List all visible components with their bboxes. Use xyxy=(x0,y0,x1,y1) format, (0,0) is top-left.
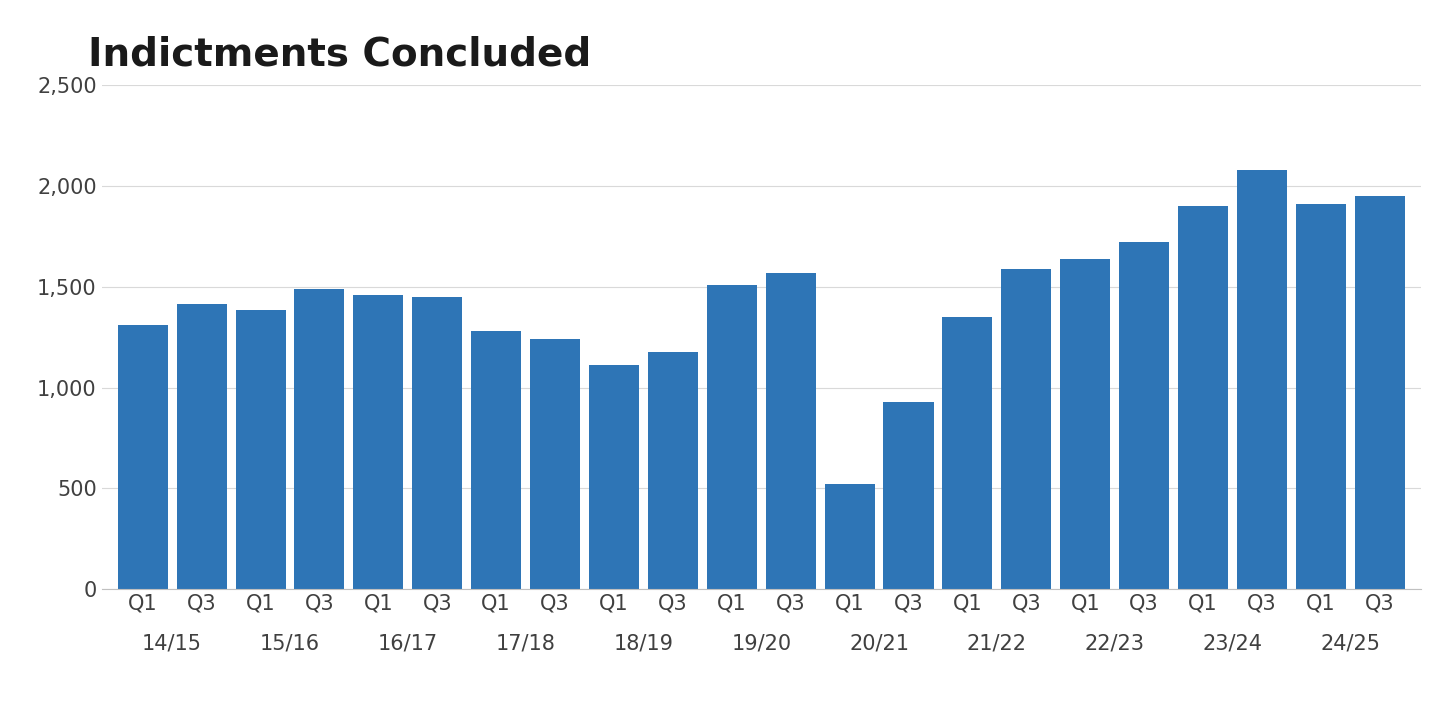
Text: 20/21: 20/21 xyxy=(850,634,909,654)
Bar xyxy=(117,325,168,589)
Text: 14/15: 14/15 xyxy=(142,634,202,654)
Text: 17/18: 17/18 xyxy=(496,634,555,654)
Bar xyxy=(1119,243,1169,589)
Bar xyxy=(1237,170,1288,589)
Bar xyxy=(648,352,697,589)
Text: 19/20: 19/20 xyxy=(731,634,792,654)
Bar xyxy=(942,317,992,589)
Text: 23/24: 23/24 xyxy=(1202,634,1263,654)
Bar xyxy=(531,339,580,589)
Bar xyxy=(471,331,521,589)
Bar xyxy=(412,297,463,589)
Bar xyxy=(354,295,403,589)
Bar xyxy=(1354,196,1405,589)
Bar xyxy=(1296,204,1346,589)
Bar xyxy=(766,273,816,589)
Bar xyxy=(825,484,874,589)
Text: 21/22: 21/22 xyxy=(967,634,1027,654)
Bar xyxy=(1002,268,1051,589)
Bar xyxy=(177,304,226,589)
Text: 15/16: 15/16 xyxy=(260,634,320,654)
Bar xyxy=(294,289,345,589)
Bar xyxy=(706,285,757,589)
Bar xyxy=(883,402,934,589)
Bar xyxy=(589,366,639,589)
Bar xyxy=(235,310,286,589)
Text: 16/17: 16/17 xyxy=(378,634,438,654)
Bar xyxy=(1177,206,1228,589)
Text: 22/23: 22/23 xyxy=(1085,634,1144,654)
Bar xyxy=(1060,258,1111,589)
Text: 18/19: 18/19 xyxy=(613,634,673,654)
Text: Indictments Concluded: Indictments Concluded xyxy=(88,36,592,74)
Text: 24/25: 24/25 xyxy=(1321,634,1380,654)
